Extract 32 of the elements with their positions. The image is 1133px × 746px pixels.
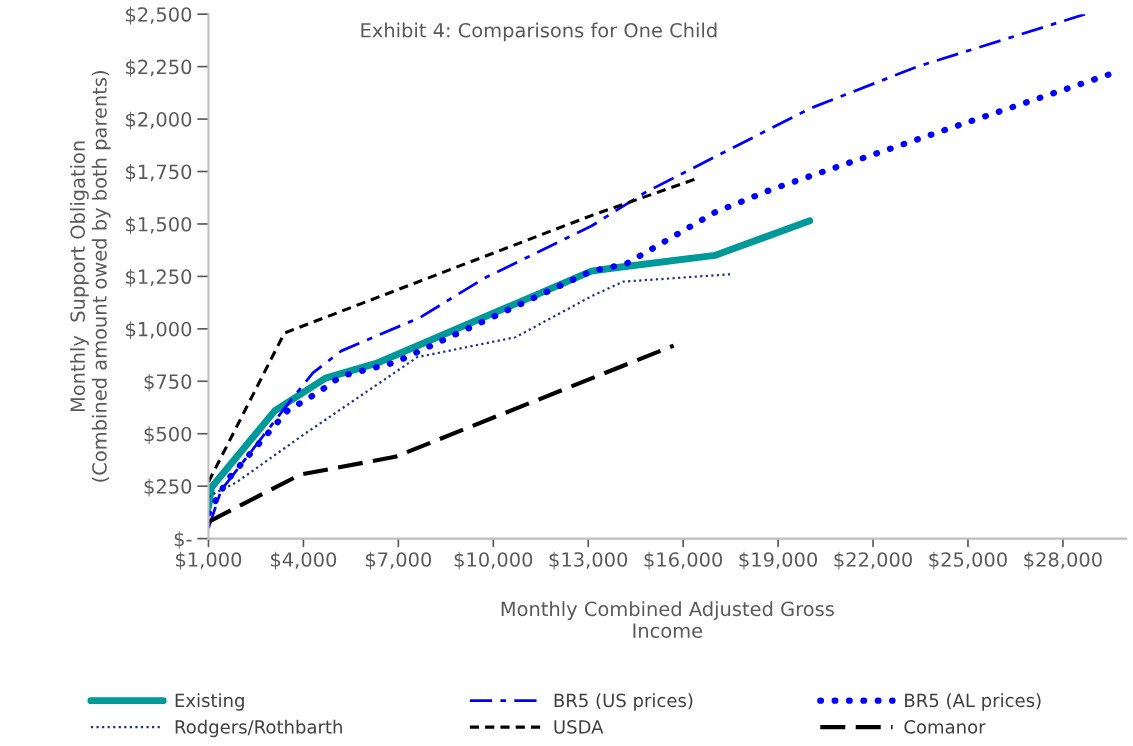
legend-label: Comanor xyxy=(904,720,986,734)
x-tick-label: $16,000 xyxy=(644,551,723,570)
legend-label: BR5 (AL prices) xyxy=(905,693,1041,711)
x-tick-label: $19,000 xyxy=(739,551,818,570)
legend-label: Rodgers/Rothbarth xyxy=(175,719,342,738)
y-tick-label: $1,000 xyxy=(126,321,192,340)
y-tick-label: $- xyxy=(174,531,192,549)
x-tick-label: $4,000 xyxy=(271,551,337,570)
chart-title: Exhibit 4: Comparisons for One Child xyxy=(361,22,717,42)
legend-label: Existing xyxy=(175,693,244,711)
line-series xyxy=(208,273,732,498)
y-tick-label: $750 xyxy=(144,373,192,392)
y-tick-label: $2,500 xyxy=(126,6,192,25)
y-axis-title: Monthly Support Obligation (Combined amount owed by both parents) xyxy=(69,71,111,482)
y-tick-label: $2,250 xyxy=(126,59,192,77)
y-tick-label: $2,000 xyxy=(126,111,192,130)
x-tick-label: $25,000 xyxy=(929,551,1007,570)
legend-label: BR5 (US prices) xyxy=(554,693,693,711)
x-tick-label: $1,000 xyxy=(176,551,242,570)
x-axis-title: Monthly Combined Adjusted Gross Income xyxy=(501,601,834,639)
x-tick-label: $10,000 xyxy=(454,551,533,570)
x-tick-label: $7,000 xyxy=(365,551,432,570)
line-series xyxy=(208,343,676,524)
y-tick-label: $250 xyxy=(144,478,192,497)
x-tick-label: $28,000 xyxy=(1024,551,1102,570)
y-tick-label: $1,750 xyxy=(126,164,192,182)
y-tick-label: $1,500 xyxy=(126,216,192,235)
y-tick-label: $500 xyxy=(144,426,192,444)
x-tick-label: $22,000 xyxy=(834,551,912,570)
y-tick-label: $1,250 xyxy=(126,269,192,287)
x-tick-label: $13,000 xyxy=(549,551,628,570)
legend-label: USDA xyxy=(554,720,604,734)
